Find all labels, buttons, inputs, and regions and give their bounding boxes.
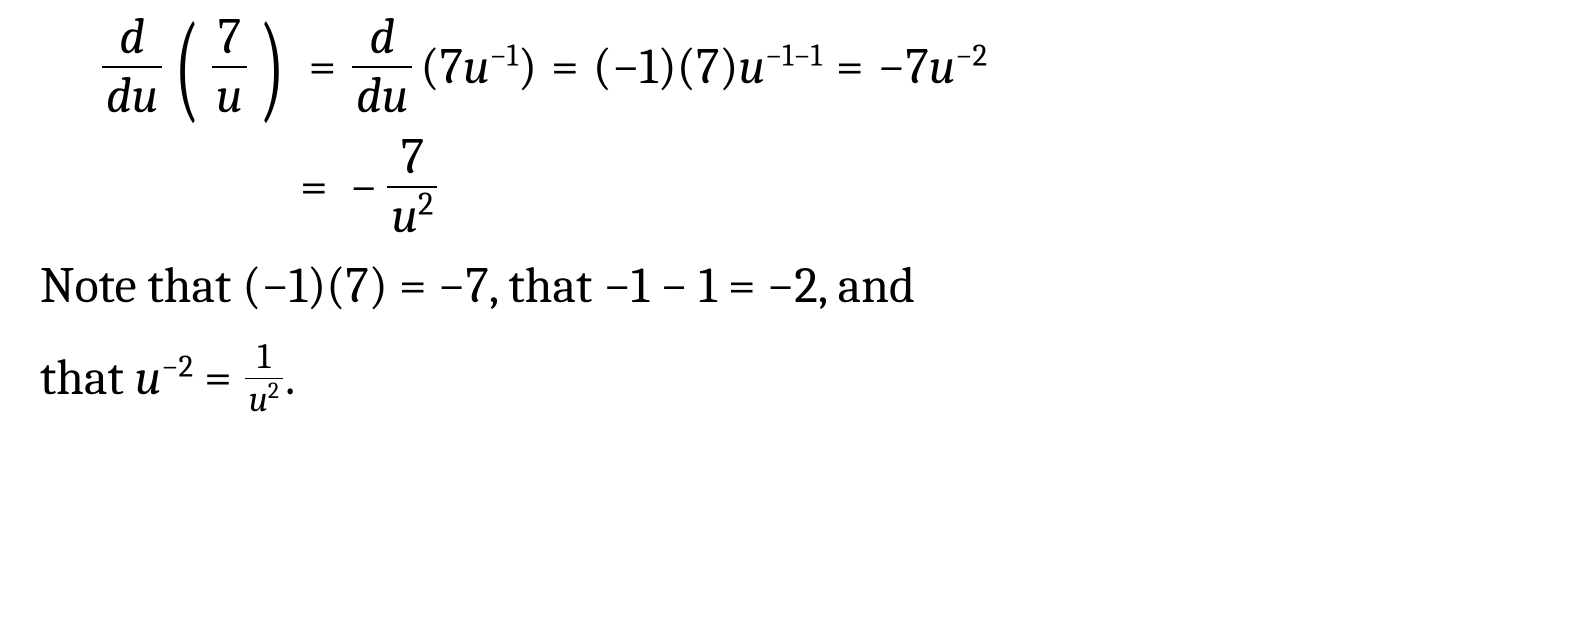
- step2-exp: −1: [490, 37, 518, 73]
- result-fraction: 7 u2: [387, 130, 437, 244]
- step2-var: u: [463, 38, 490, 96]
- note-fraction: 1 u2: [245, 337, 283, 419]
- paren-open: (: [175, 19, 200, 115]
- note-math-2: −1 − 1 = −2: [603, 254, 818, 319]
- frac-den: u: [212, 69, 247, 124]
- equals-sign: =: [308, 35, 336, 100]
- frac-num: 1: [253, 337, 274, 377]
- paren-close: ): [518, 38, 537, 96]
- note-var: u: [135, 349, 162, 407]
- frac-den-exp: 2: [418, 186, 433, 223]
- frac-den: du: [102, 69, 162, 124]
- paren-group: ( 7 u ): [164, 10, 294, 124]
- frac-den: du: [352, 69, 412, 124]
- frac-den-var: u: [391, 187, 418, 245]
- equals-sign: =: [551, 35, 579, 100]
- equals-sign: =: [193, 346, 243, 411]
- paren-close: ): [259, 19, 284, 115]
- ddu-fraction-1: d du: [102, 10, 162, 124]
- frac-den-exp: 2: [268, 377, 279, 404]
- step3-var: u: [738, 38, 765, 96]
- note-text-3: , and: [818, 254, 915, 319]
- note-line-1: Note that (−1)(7) = −7 , that −1 − 1 = −…: [40, 254, 1546, 319]
- frac-num: d: [115, 10, 149, 65]
- step4-var: u: [929, 38, 956, 96]
- note-math-1: (−1)(7) = −7: [242, 254, 489, 319]
- frac-den-var: u: [249, 379, 268, 420]
- frac-num: 7: [397, 130, 429, 185]
- step4-term: −7u−2: [878, 35, 988, 100]
- step3-term: (−1)(7)u−1−1: [593, 35, 822, 100]
- step3-exp: −1−1: [765, 37, 822, 73]
- note-exp: −2: [161, 348, 193, 384]
- step4-coef: −7: [878, 38, 929, 96]
- paren-open: (: [420, 38, 439, 96]
- frac-num: d: [365, 10, 399, 65]
- inner-fraction: 7 u: [212, 10, 247, 124]
- ddu-fraction-2: d du: [352, 10, 412, 124]
- step2-coef: 7: [439, 38, 463, 96]
- frac-num: 7: [214, 10, 246, 65]
- note-text-1: Note that: [40, 254, 242, 319]
- note-text-5: .: [285, 346, 295, 411]
- note-text-4: that: [40, 346, 135, 411]
- note-math-3: u−2: [135, 346, 193, 411]
- step2-term: (7u−1): [420, 35, 537, 100]
- step3-a: (−1)(7): [593, 38, 739, 96]
- equation-line-2: = − 7 u2: [40, 130, 1546, 244]
- note-text-2: , that: [489, 254, 603, 319]
- equals-sign: =: [300, 155, 328, 220]
- frac-den: u2: [387, 189, 437, 244]
- note-line-2: that u−2 = 1 u2 .: [40, 337, 1546, 419]
- equation-line-1: d du ( 7 u ) = d du (7u−1) = (−1)(7)u−1−…: [40, 10, 1546, 124]
- equals-sign: =: [836, 35, 864, 100]
- step4-exp: −2: [955, 37, 987, 73]
- frac-den: u2: [245, 380, 283, 420]
- negative-sign: −: [350, 155, 378, 220]
